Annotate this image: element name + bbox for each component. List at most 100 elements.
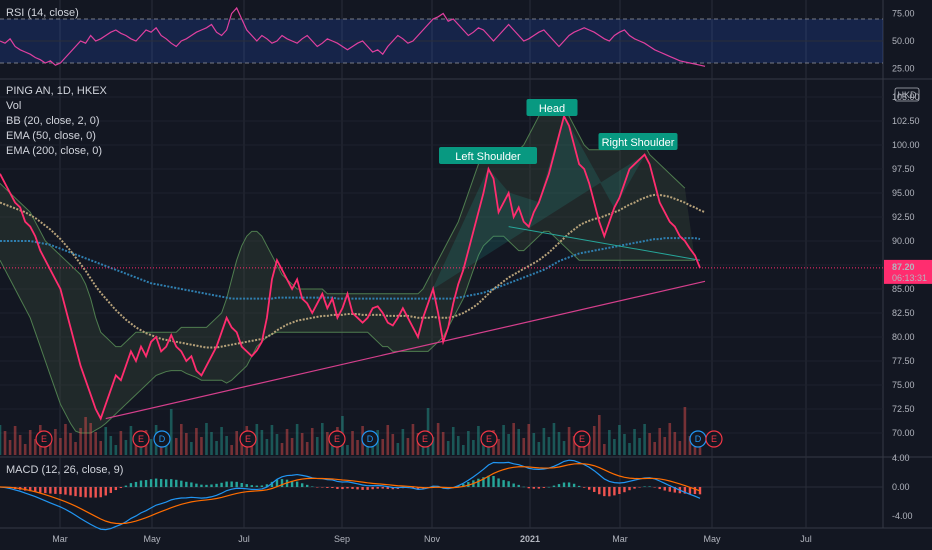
x-tick-label: Mar: [52, 534, 68, 544]
event-marker: [328, 430, 346, 448]
price-tick-label: 97.50: [892, 164, 915, 174]
macd-histogram-bar: [487, 475, 490, 487]
macd-histogram-bar: [99, 487, 102, 498]
volume-bar: [84, 417, 87, 455]
macd-histogram-bar: [532, 487, 536, 489]
macd-histogram-bar: [331, 487, 334, 488]
volume-bar: [225, 436, 228, 455]
macd-histogram-bar: [371, 487, 374, 490]
volume-bar: [618, 425, 621, 455]
rsi-tick-label: 25.00: [892, 64, 915, 74]
macd-histogram-bar: [663, 487, 666, 491]
macd-histogram-bar: [356, 487, 359, 490]
macd-histogram-bar: [547, 486, 551, 488]
macd-histogram-bar: [49, 487, 52, 494]
macd-histogram-bar: [341, 487, 344, 490]
bb-legend[interactable]: BB (20, close, 2, 0): [6, 115, 100, 127]
macd-histogram-bar: [336, 487, 339, 489]
volume-bar: [411, 424, 415, 455]
macd-pane: [0, 459, 883, 531]
price-tick-label: 100.00: [892, 140, 920, 150]
macd-tick-label: -4.00: [892, 511, 913, 521]
volume-bar: [270, 425, 274, 455]
macd-legend: MACD (12, 26, close, 9): [6, 463, 123, 478]
macd-histogram-bar: [688, 487, 692, 494]
event-marker: [153, 430, 171, 448]
vol-legend[interactable]: Vol: [6, 100, 22, 112]
macd-histogram-bar: [119, 487, 123, 488]
event-label: E: [334, 434, 340, 444]
macd-histogram-bar: [255, 485, 259, 487]
x-tick-label: Jul: [800, 534, 812, 544]
symbol-title[interactable]: PING AN, 1D, HKEX: [6, 85, 107, 97]
currency-label: HKD: [897, 90, 917, 100]
volume-bar: [431, 437, 435, 455]
event-marker: [573, 430, 591, 448]
volume-bar: [310, 428, 314, 455]
volume-bar: [562, 441, 566, 455]
macd-histogram-bar: [542, 487, 546, 488]
macd-histogram-bar: [316, 487, 319, 488]
macd-histogram-bar: [159, 479, 163, 487]
macd-histogram-bar: [598, 487, 601, 495]
macd-histogram-bar: [59, 487, 62, 495]
rsi-legend-text: RSI (14, close): [6, 7, 79, 19]
rsi-legend: RSI (14, close): [6, 6, 79, 21]
x-tick-label: Sep: [334, 534, 350, 544]
volume-bar: [547, 437, 551, 455]
volume-bar: [527, 424, 531, 455]
macd-histogram-bar: [44, 487, 47, 494]
volume-bar: [406, 438, 410, 455]
macd-histogram-bar: [220, 482, 223, 487]
volume-bar: [94, 432, 97, 455]
macd-histogram-bar: [250, 485, 253, 487]
volume-bar: [421, 442, 425, 455]
volume-bar: [577, 445, 581, 455]
macd-histogram-bar: [326, 487, 329, 488]
volume-bar: [351, 431, 354, 455]
macd-histogram-bar: [235, 481, 238, 487]
x-tick-label: May: [143, 534, 161, 544]
volume-bar: [441, 432, 445, 455]
volume-bar: [507, 434, 510, 455]
volume-bar: [290, 438, 294, 455]
price-tick-label: 95.00: [892, 188, 915, 198]
macd-histogram-bar: [613, 487, 616, 496]
macd-histogram-bar: [683, 487, 687, 494]
volume-bar: [23, 444, 27, 455]
macd-histogram-bar: [124, 485, 128, 487]
macd-histogram-bar: [190, 482, 193, 487]
volume-bar: [315, 437, 319, 455]
price-tick-label: 75.00: [892, 380, 915, 390]
volume-bar: [446, 441, 450, 455]
pattern-label-box: [598, 133, 678, 150]
volume-bar: [190, 442, 193, 455]
macd-histogram-bar: [582, 487, 586, 488]
macd-histogram-bar: [653, 487, 656, 488]
macd-histogram-bar: [638, 487, 641, 488]
close-line: [0, 113, 701, 421]
volume-bar: [8, 440, 12, 455]
rsi-tick-label: 75.00: [892, 9, 915, 19]
ema50-legend[interactable]: EMA (50, close, 0): [6, 130, 96, 142]
macd-histogram-bar: [527, 487, 530, 489]
event-label: E: [422, 434, 428, 444]
volume-bar: [467, 431, 470, 455]
volume-bar: [608, 430, 611, 455]
macd-histogram-bar: [69, 487, 72, 496]
neckline: [508, 226, 701, 261]
macd-histogram-bar: [416, 487, 420, 490]
volume-bar: [124, 440, 128, 455]
volume-bar: [265, 439, 269, 455]
volume-bar: [502, 425, 505, 455]
macd-histogram-bar: [502, 480, 505, 487]
macd-histogram-bar: [84, 487, 87, 498]
currency-badge: [894, 87, 920, 102]
volume-bar: [285, 429, 289, 455]
ema200-legend[interactable]: EMA (200, close, 0): [6, 145, 102, 157]
volume-bar: [295, 424, 299, 455]
volume-bar: [603, 444, 606, 455]
macd-histogram-bar: [265, 484, 269, 487]
